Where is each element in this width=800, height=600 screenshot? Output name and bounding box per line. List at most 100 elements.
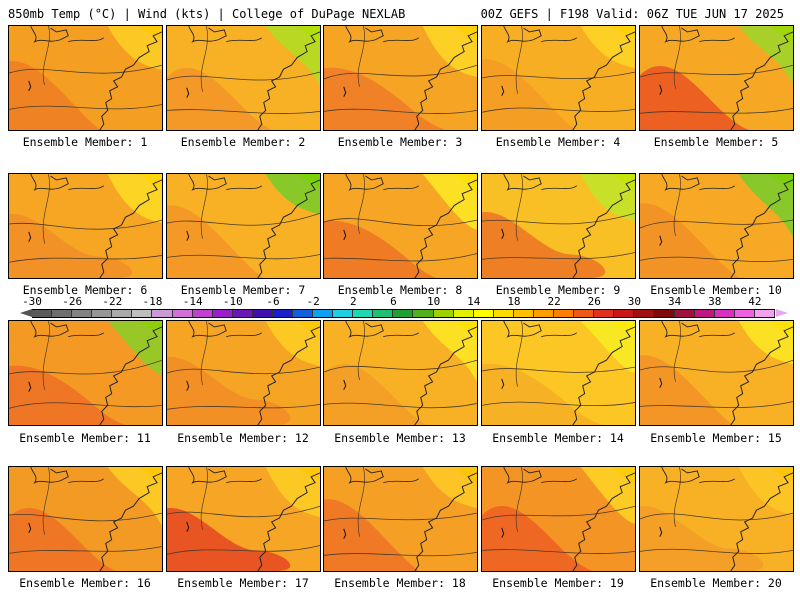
- colorbar-tick-label: -18: [142, 295, 163, 308]
- ensemble-member-label: Ensemble Member: 6: [22, 283, 148, 297]
- contour-line: [640, 401, 793, 408]
- colorbar-cell: [333, 310, 354, 317]
- ensemble-member-map: [166, 466, 321, 572]
- ensemble-member-map: [481, 466, 636, 572]
- ensemble-member-label: Ensemble Member: 2: [180, 135, 306, 149]
- lake-outline: [345, 467, 384, 484]
- temp-fill-warm: [324, 220, 437, 278]
- lake-outline: [68, 332, 104, 338]
- temp-fill-cool: [107, 467, 162, 526]
- contour-line: [482, 212, 635, 225]
- contour-line: [200, 321, 208, 385]
- lake-outline: [541, 332, 577, 338]
- map-svg: [9, 174, 162, 278]
- ensemble-member-label: Ensemble Member: 4: [495, 135, 621, 149]
- lake-outline: [699, 37, 735, 43]
- coastline: [414, 326, 477, 425]
- colorbar-cell: [132, 310, 153, 317]
- wind-barb-mark: [501, 527, 505, 538]
- lake-outline: [30, 174, 69, 191]
- contour-line: [324, 218, 477, 227]
- colorbar-tick-label: -26: [62, 295, 83, 308]
- ensemble-member-map: [323, 466, 478, 572]
- temp-fill-cool-core: [295, 321, 320, 340]
- contour-line: [640, 256, 793, 262]
- ensemble-member-map: [323, 320, 478, 426]
- ensemble-member-label: Ensemble Member: 9: [495, 283, 621, 297]
- colorbar-cell: [172, 310, 193, 317]
- lake-outline: [226, 478, 262, 484]
- ensemble-member-label: Ensemble Member: 7: [180, 283, 306, 297]
- coastline: [572, 472, 635, 571]
- contour-line: [324, 402, 477, 409]
- temp-fill-cool: [107, 321, 162, 375]
- ensemble-member-label: Ensemble Member: 18: [334, 576, 466, 590]
- temp-fill-cool: [738, 467, 793, 516]
- colorbar-cell: [714, 310, 735, 317]
- coastline: [414, 179, 477, 278]
- temp-fill-cool-core: [610, 321, 635, 334]
- ensemble-member-label: Ensemble Member: 8: [337, 283, 463, 297]
- lake-outline: [30, 467, 69, 484]
- contour-line: [482, 505, 635, 521]
- contour-line: [167, 254, 320, 260]
- contour-line: [482, 366, 635, 373]
- colorbar-cell: [212, 310, 233, 317]
- temp-fill-warm: [9, 508, 118, 571]
- lake-outline: [345, 174, 384, 191]
- map-svg: [640, 26, 793, 130]
- ensemble-member-label: Ensemble Member: 20: [650, 576, 782, 590]
- contour-line: [42, 174, 50, 244]
- temp-fill-warm: [640, 66, 749, 130]
- temp-fill-cool-core: [768, 174, 793, 189]
- contour-line: [324, 359, 477, 373]
- map-svg: [482, 26, 635, 130]
- temp-fill-cool-core: [295, 467, 320, 481]
- temp-fill-warm: [482, 212, 606, 278]
- colorbar-cell: [513, 310, 534, 317]
- temp-fill-warm: [640, 355, 749, 425]
- contour-line: [200, 26, 208, 92]
- lake-outline: [383, 332, 419, 338]
- ensemble-member-label: Ensemble Member: 14: [492, 431, 624, 445]
- colorbar-tick-label: 2: [349, 295, 357, 308]
- colorbar-tick-label: 18: [507, 295, 521, 308]
- colorbar-tick-label: 22: [547, 295, 561, 308]
- coastline: [730, 31, 793, 130]
- temp-fill-cool-core: [610, 26, 635, 39]
- ensemble-member-map: [639, 173, 794, 279]
- contour-line: [9, 402, 162, 409]
- contour-line: [324, 64, 477, 80]
- temp-fill-warm: [167, 205, 276, 278]
- coastline: [257, 472, 320, 571]
- colorbar-tick-label: 6: [390, 295, 397, 308]
- colorbar-tick-label: -30: [22, 295, 42, 308]
- contour-line: [640, 108, 793, 114]
- wind-barb-mark: [343, 528, 347, 539]
- lake-outline: [661, 321, 700, 338]
- lake-outline: [383, 185, 419, 191]
- contour-line: [482, 252, 635, 260]
- contour-line: [515, 467, 523, 532]
- colorbar-cell: [293, 310, 314, 317]
- lake-outline: [188, 26, 227, 43]
- wind-barb-mark: [186, 521, 190, 532]
- colorbar-tick-label: 42: [748, 295, 762, 308]
- temp-fill-cool-core: [768, 467, 793, 482]
- contour-line: [42, 26, 50, 85]
- wind-barb-mark: [343, 229, 347, 240]
- temp-fill-warm: [324, 67, 446, 130]
- lake-outline: [30, 321, 69, 338]
- colorbar-cell: [313, 310, 334, 317]
- coastline: [414, 472, 477, 571]
- colorbar-cell: [614, 310, 635, 317]
- contour-line: [200, 174, 208, 239]
- colorbar-tick-label: 34: [667, 295, 682, 308]
- temp-fill-cool: [580, 321, 635, 373]
- lake-outline: [188, 321, 227, 338]
- contour-line: [482, 549, 635, 554]
- contour-line: [673, 467, 681, 527]
- map-svg: [482, 321, 635, 425]
- coastline: [730, 179, 793, 278]
- temp-fill-cool-core: [452, 321, 477, 337]
